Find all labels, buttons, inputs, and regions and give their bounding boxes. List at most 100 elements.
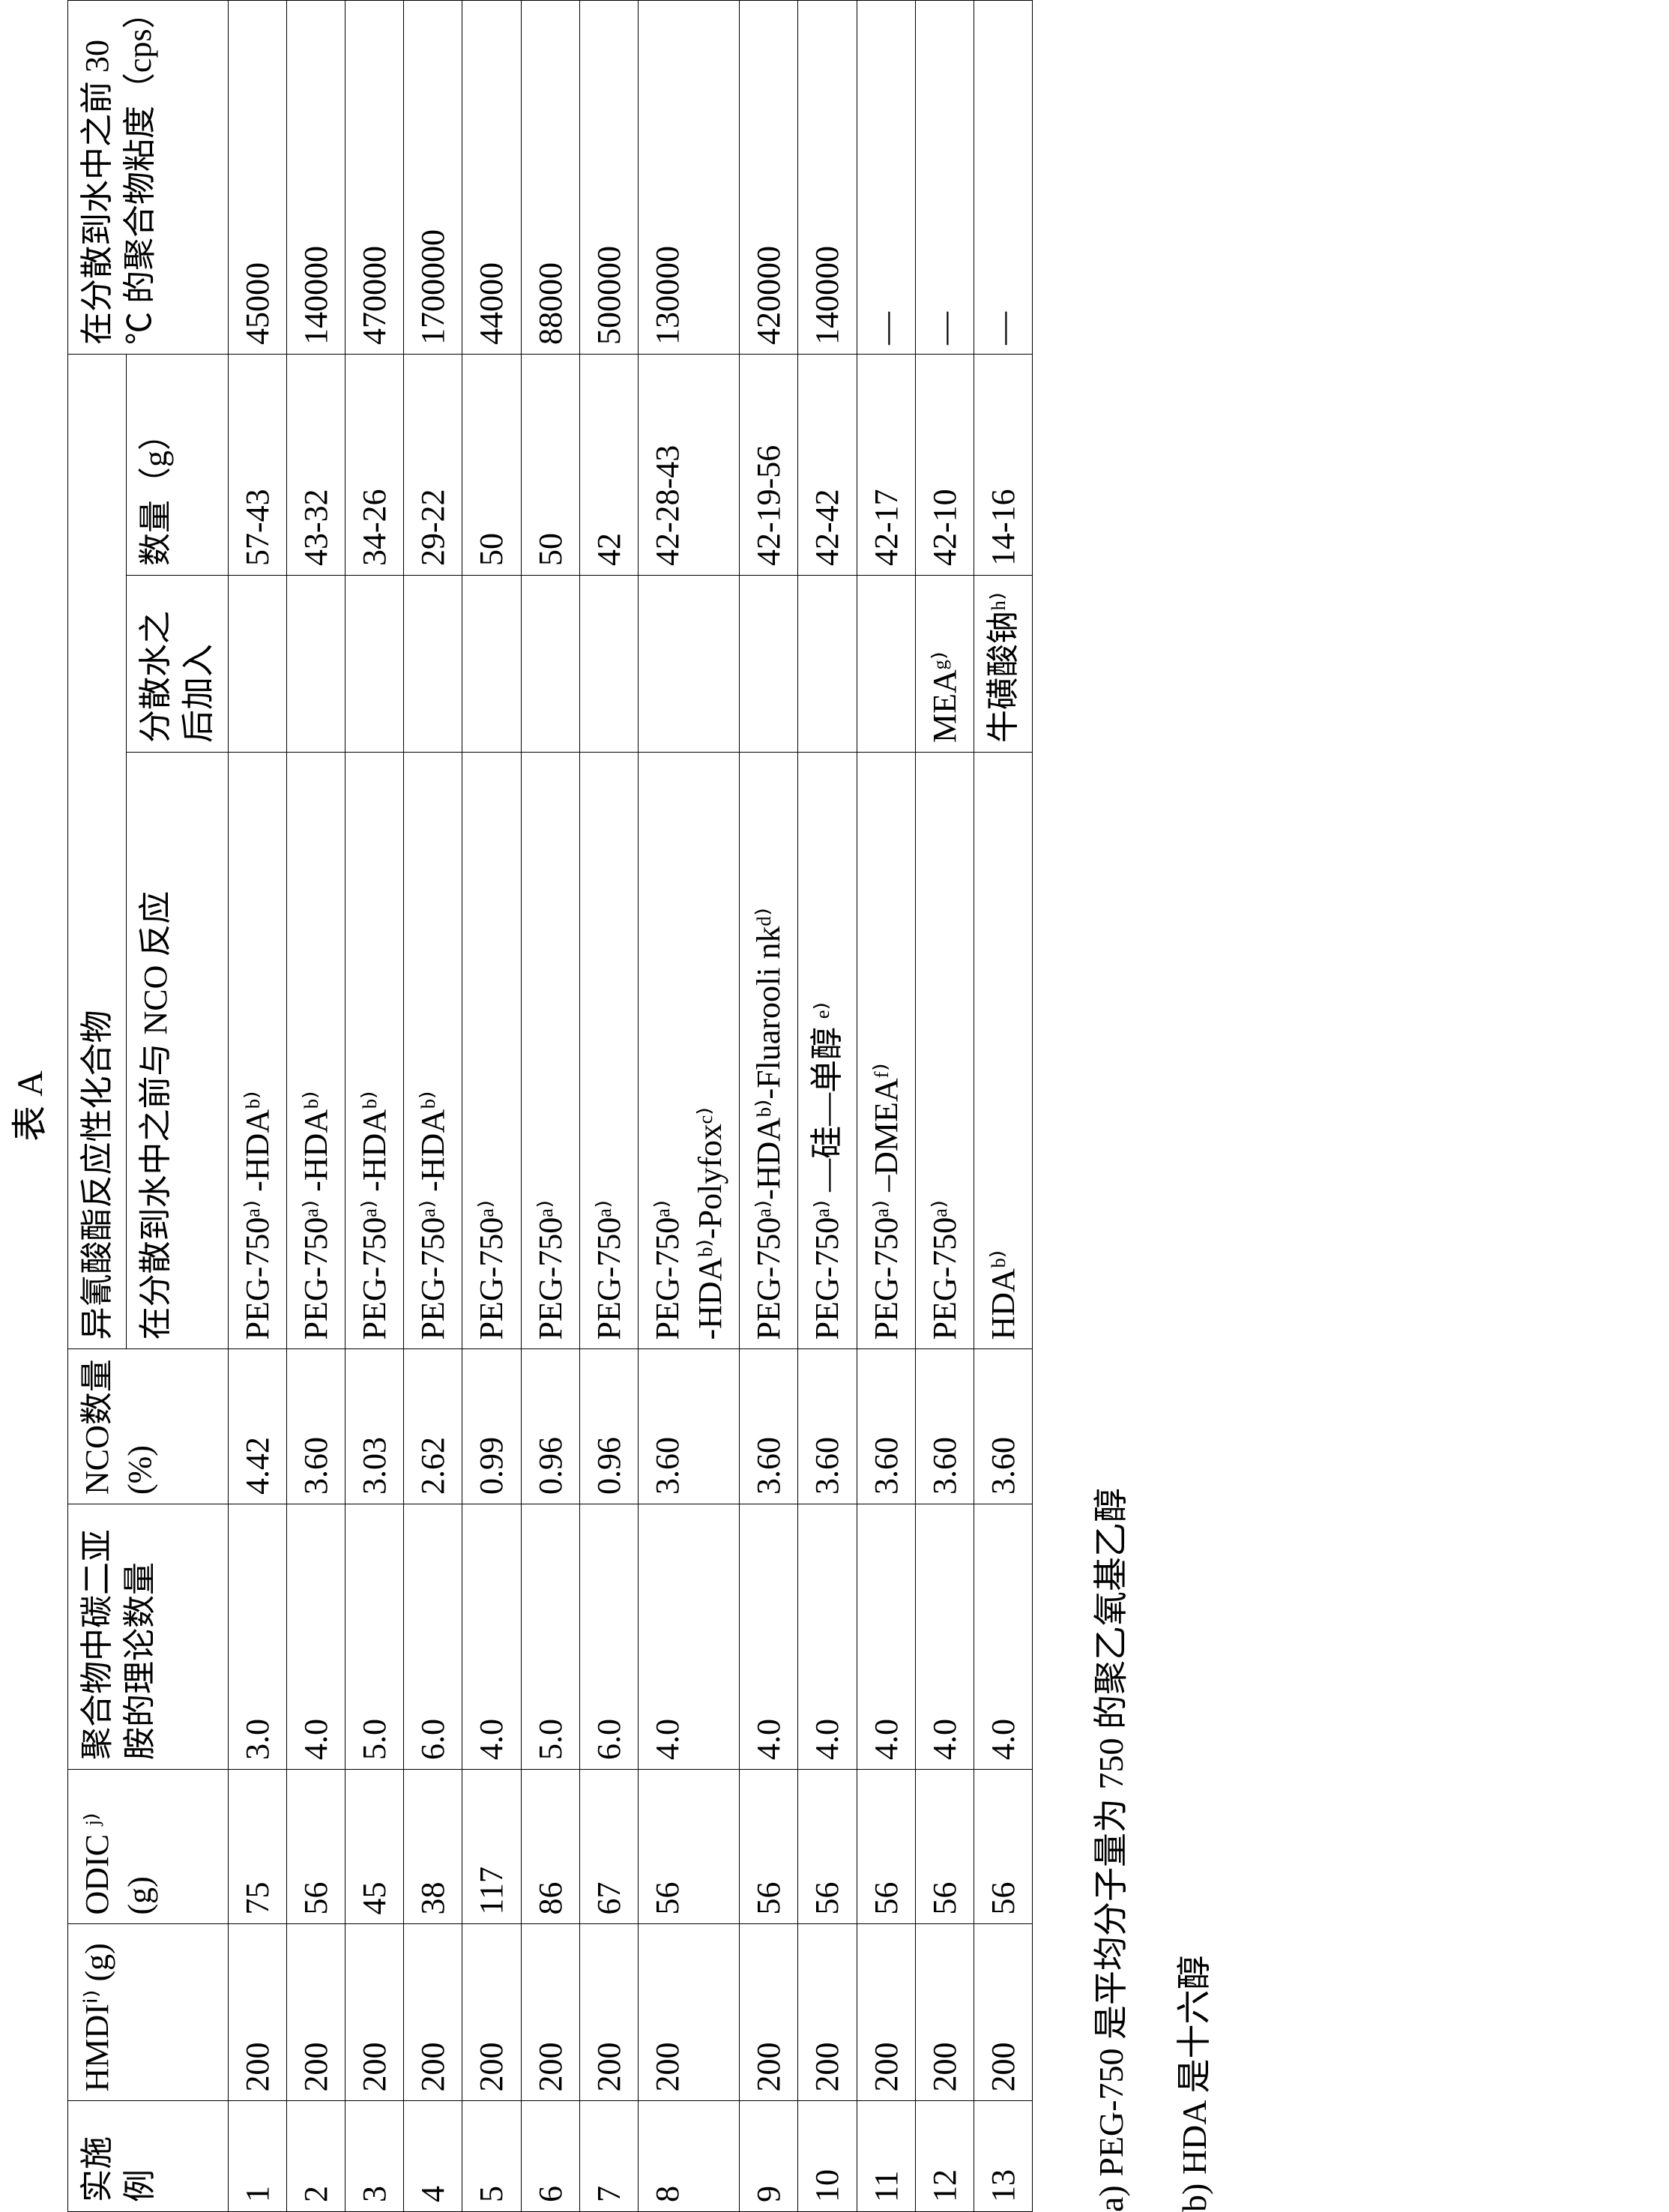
cell-visc: 44000 bbox=[462, 1, 521, 355]
cell-cdi: 6.0 bbox=[579, 1504, 638, 1770]
cell-qty: 42 bbox=[579, 355, 638, 576]
table-row: 10200564.03.60PEG-750ᵃ⁾ —硅—单醇 ᵉ⁾42-42140… bbox=[798, 1, 857, 2212]
header-odic: ODIC ʲ⁾ (g) bbox=[68, 1770, 229, 1925]
cell-cdi: 5.0 bbox=[521, 1504, 579, 1770]
cell-visc: 140000 bbox=[798, 1, 857, 355]
cell-hmdi: 200 bbox=[740, 1924, 798, 2101]
cell-odic: 56 bbox=[857, 1770, 915, 1925]
cell-hmdi: 200 bbox=[798, 1924, 857, 2101]
cell-after bbox=[740, 576, 798, 753]
header-after-disperse: 分散水之后加入 bbox=[127, 576, 228, 753]
cell-qty: 42-17 bbox=[857, 355, 915, 576]
cell-react: PEG-750ᵃ⁾-HDAᵇ⁾-Fluarooli nkᵈ⁾ bbox=[740, 753, 798, 1350]
footnote-b: b) HDA 是十六醇 bbox=[1153, 0, 1236, 2212]
cell-qty: 34-26 bbox=[345, 355, 403, 576]
cell-cdi: 4.0 bbox=[974, 1504, 1033, 1770]
cell-react: PEG-750ᵃ⁾ -HDAᵇ⁾ bbox=[228, 753, 286, 1350]
cell-react: PEG-750ᵃ⁾ -HDAᵇ⁾-Polyfoxᶜ⁾ bbox=[638, 753, 739, 1350]
cell-cdi: 6.0 bbox=[404, 1504, 462, 1770]
cell-visc: — bbox=[974, 1, 1033, 355]
header-nco: NCO数量 (%) bbox=[68, 1349, 229, 1504]
table-row: 11200564.03.60PEG-750ᵃ⁾ –DMEAᶠ⁾42-17— bbox=[857, 1, 915, 2212]
cell-nco: 3.60 bbox=[286, 1349, 345, 1504]
cell-nco: 0.99 bbox=[462, 1349, 521, 1504]
cell-after bbox=[286, 576, 345, 753]
cell-react: PEG-750ᵃ⁾ –DMEAᶠ⁾ bbox=[857, 753, 915, 1350]
cell-react: PEG-750ᵃ⁾ -HDAᵇ⁾ bbox=[286, 753, 345, 1350]
cell-hmdi: 200 bbox=[404, 1924, 462, 2101]
table-row: 1200753.04.42PEG-750ᵃ⁾ -HDAᵇ⁾57-4345000 bbox=[228, 1, 286, 2212]
cell-visc: — bbox=[857, 1, 915, 355]
cell-hmdi: 200 bbox=[228, 1924, 286, 2101]
table-row: 2200564.03.60PEG-750ᵃ⁾ -HDAᵇ⁾43-32140000 bbox=[286, 1, 345, 2212]
cell-after bbox=[857, 576, 915, 753]
cell-qty: 42-19-56 bbox=[740, 355, 798, 576]
cell-after: MEAᵍ⁾ bbox=[915, 576, 974, 753]
header-before-disperse: 在分散到水中之前与 NCO 反应 bbox=[127, 753, 228, 1350]
cell-hmdi: 200 bbox=[974, 1924, 1033, 2101]
cell-qty: 43-32 bbox=[286, 355, 345, 576]
cell-qty: 50 bbox=[521, 355, 579, 576]
cell-react: PEG-750ᵃ⁾ —硅—单醇 ᵉ⁾ bbox=[798, 753, 857, 1350]
cell-react: PEG-750ᵃ⁾ -HDAᵇ⁾ bbox=[404, 753, 462, 1350]
cell-after bbox=[228, 576, 286, 753]
cell-qty: 14-16 bbox=[974, 355, 1033, 576]
cell-odic: 56 bbox=[638, 1770, 739, 1925]
cell-nco: 3.60 bbox=[915, 1349, 974, 1504]
cell-example: 5 bbox=[462, 2101, 521, 2212]
cell-react: PEG-750ᵃ⁾ bbox=[915, 753, 974, 1350]
table-title: 表 A bbox=[0, 0, 52, 2212]
header-viscosity: 在分散到水中之前 30 ℃ 的聚合物粘度（cps） bbox=[68, 1, 229, 355]
cell-qty: 57-43 bbox=[228, 355, 286, 576]
cell-odic: 56 bbox=[740, 1770, 798, 1925]
header-cdi: 聚合物中碳二亚胺的理论数量 bbox=[68, 1504, 229, 1770]
cell-cdi: 3.0 bbox=[228, 1504, 286, 1770]
cell-qty: 42-28-43 bbox=[638, 355, 739, 576]
header-example: 实施例 bbox=[68, 2101, 229, 2212]
cell-after bbox=[579, 576, 638, 753]
table-row: 4200386.02.62PEG-750ᵃ⁾ -HDAᵇ⁾29-22170000… bbox=[404, 1, 462, 2212]
cell-after bbox=[462, 576, 521, 753]
cell-visc: 88000 bbox=[521, 1, 579, 355]
footnote-a: a) PEG-750 是平均分子量为 750 的聚乙氧基乙醇 bbox=[1070, 0, 1153, 2212]
cell-example: 4 bbox=[404, 2101, 462, 2212]
cell-cdi: 4.0 bbox=[915, 1504, 974, 1770]
cell-after bbox=[345, 576, 403, 753]
cell-cdi: 4.0 bbox=[740, 1504, 798, 1770]
cell-nco: 3.03 bbox=[345, 1349, 403, 1504]
cell-visc: 130000 bbox=[638, 1, 739, 355]
table-row: 12200564.03.60PEG-750ᵃ⁾MEAᵍ⁾42-10— bbox=[915, 1, 974, 2212]
cell-cdi: 4.0 bbox=[798, 1504, 857, 1770]
cell-nco: 0.96 bbox=[521, 1349, 579, 1504]
cell-nco: 3.60 bbox=[740, 1349, 798, 1504]
cell-odic: 67 bbox=[579, 1770, 638, 1925]
cell-example: 8 bbox=[638, 2101, 739, 2212]
cell-nco: 0.96 bbox=[579, 1349, 638, 1504]
cell-after bbox=[521, 576, 579, 753]
cell-odic: 38 bbox=[404, 1770, 462, 1925]
cell-hmdi: 200 bbox=[638, 1924, 739, 2101]
cell-odic: 75 bbox=[228, 1770, 286, 1925]
cell-cdi: 4.0 bbox=[638, 1504, 739, 1770]
cell-after bbox=[404, 576, 462, 753]
cell-react: PEG-750ᵃ⁾ bbox=[579, 753, 638, 1350]
cell-react: PEG-750ᵃ⁾ bbox=[521, 753, 579, 1350]
cell-odic: 86 bbox=[521, 1770, 579, 1925]
header-hmdi: HMDIⁱ⁾ (g) bbox=[68, 1924, 229, 2101]
cell-after bbox=[638, 576, 739, 753]
cell-visc: 45000 bbox=[228, 1, 286, 355]
cell-qty: 42-10 bbox=[915, 355, 974, 576]
cell-qty: 42-42 bbox=[798, 355, 857, 576]
cell-qty: 50 bbox=[462, 355, 521, 576]
cell-example: 13 bbox=[974, 2101, 1033, 2212]
table-row: 6200865.00.96PEG-750ᵃ⁾5088000 bbox=[521, 1, 579, 2212]
cell-example: 12 bbox=[915, 2101, 974, 2212]
cell-example: 7 bbox=[579, 2101, 638, 2212]
header-quantity: 数量（g） bbox=[127, 355, 228, 576]
cell-nco: 4.42 bbox=[228, 1349, 286, 1504]
cell-odic: 45 bbox=[345, 1770, 403, 1925]
cell-nco: 3.60 bbox=[638, 1349, 739, 1504]
cell-odic: 56 bbox=[974, 1770, 1033, 1925]
cell-hmdi: 200 bbox=[345, 1924, 403, 2101]
cell-visc: 1700000 bbox=[404, 1, 462, 355]
